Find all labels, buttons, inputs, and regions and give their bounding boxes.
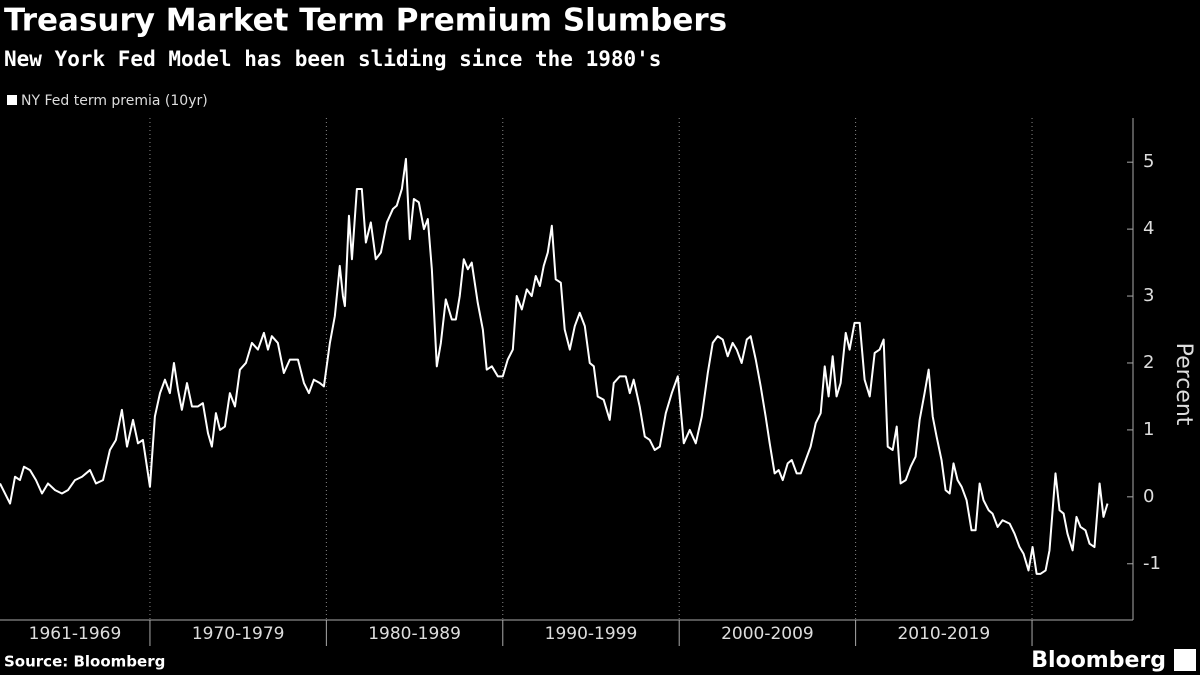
chart-title: Treasury Market Term Premium Slumbers (4, 3, 727, 39)
x-period-label: 1980-1989 (368, 624, 461, 644)
x-period-label: 1970-1979 (192, 624, 285, 644)
y-tick-label: 4 (1143, 218, 1154, 239)
y-tick-label: 5 (1143, 151, 1154, 172)
legend-label: NY Fed term premia (10yr) (21, 93, 208, 109)
y-tick-label: 2 (1143, 352, 1154, 373)
x-period-label: 2000-2009 (721, 624, 814, 644)
chart-subtitle: New York Fed Model has been sliding sinc… (4, 47, 661, 71)
y-tick-label: 3 (1143, 285, 1154, 306)
brand-logo: Bloomberg (1031, 648, 1166, 673)
data-line (0, 157, 1109, 575)
x-period-label: 1961-1969 (29, 624, 122, 644)
y-tick-label: -1 (1143, 553, 1161, 574)
legend-swatch (7, 95, 17, 105)
plot: -1 0 1 2 3 4 5 1961-1969 1970-1979 1980-1989 1990-… (0, 93, 1161, 646)
y-axis-title: Percent (1171, 343, 1196, 426)
y-tick-label: 1 (1143, 419, 1154, 440)
brand-icon (1174, 649, 1196, 671)
x-period-label: 1990-1999 (545, 624, 638, 644)
x-period-label: 2010-2019 (897, 624, 990, 644)
source: Source: Bloomberg (4, 653, 165, 671)
y-tick-label: 0 (1143, 486, 1154, 507)
